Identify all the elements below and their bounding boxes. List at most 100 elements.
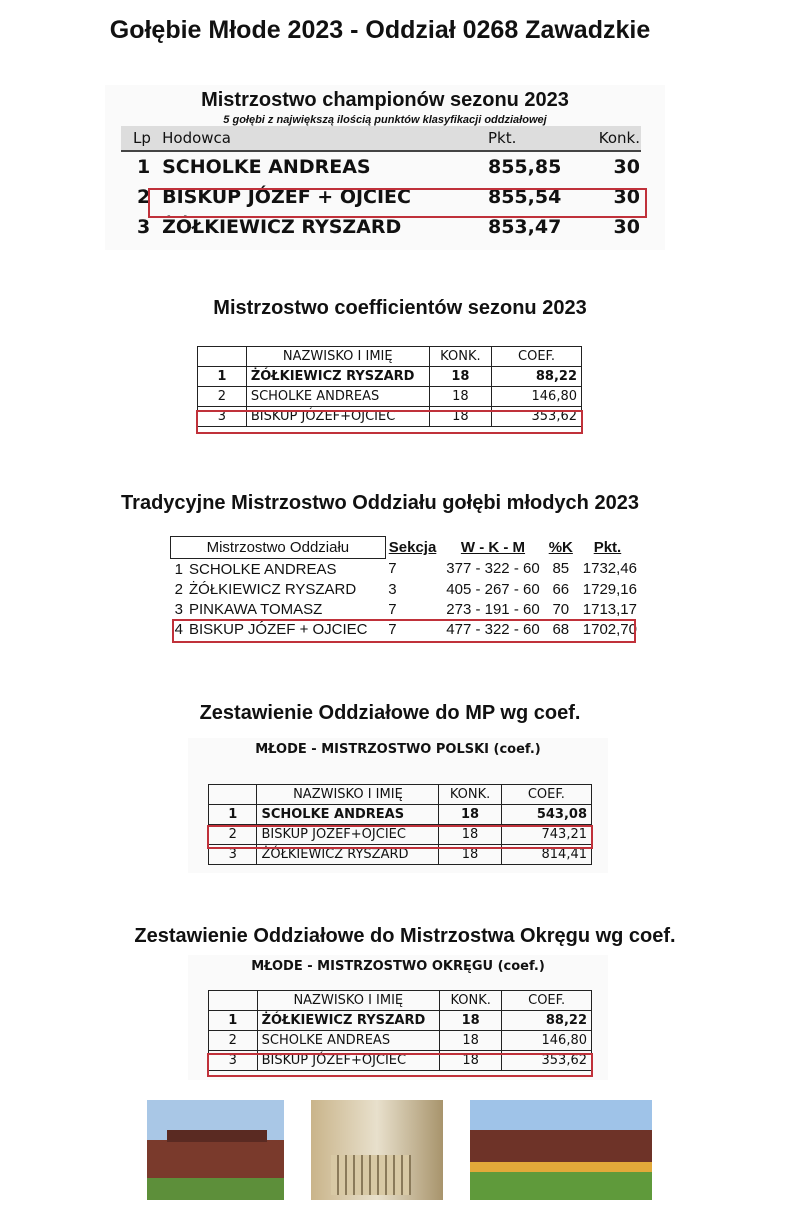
header-row: NAZWISKO I IMIĘ KONK. COEF. <box>197 346 582 367</box>
table-cell: 18 <box>428 366 493 387</box>
table-cell: SCHOLKE ANDREAS <box>245 386 430 407</box>
table-cell: 7 <box>388 560 397 578</box>
table-row: 1 ŻÓŁKIEWICZ RYSZARD 18 88,22 <box>197 366 582 387</box>
table-cell: 18 <box>438 804 502 825</box>
table-cell: 477 - 322 - 60 <box>446 620 540 638</box>
column-header: NAZWISKO I IMIĘ <box>256 990 441 1011</box>
table-cell: ŻÓŁKIEWICZ RYSZARD <box>162 216 402 238</box>
column-header <box>197 346 247 367</box>
champions-table: Lp Hodowca Pkt. Konk. 1 SCHOLKE ANDREAS 855,85… <box>121 126 641 242</box>
header-row: Mistrzostwo Oddziału Sekcja W - K - M %K Pkt… <box>170 536 641 559</box>
section-title: Mistrzostwo championów sezonu 2023 <box>201 89 569 111</box>
table-row: 3 ŻÓŁKIEWICZ RYSZARD 18 814,41 <box>207 844 593 865</box>
section-title: Zestawienie Oddziałowe do MP wg coef. <box>199 702 581 724</box>
section-title: Tradycyjne Mistrzostwo Oddziału gołębi m… <box>121 492 639 514</box>
table-cell: 273 - 191 - 60 <box>446 600 540 618</box>
table-cell: 7 <box>388 600 397 618</box>
table-row: 1 SCHOLKE ANDREAS 855,85 30 <box>121 151 641 182</box>
mp-table: NAZWISKO I IMIĘ KONK. COEF. 1 SCHOLKE ANDREA… <box>207 784 593 865</box>
column-header <box>208 990 258 1011</box>
table-cell: 18 <box>438 844 502 865</box>
table-cell: 2 <box>137 186 151 208</box>
table-cell: ŻÓŁKIEWICZ RYSZARD <box>256 1010 441 1031</box>
table-cell: 30 <box>613 216 640 238</box>
table-cell: 855,85 <box>487 156 562 178</box>
table-cell: 353,62 <box>501 1050 592 1071</box>
column-header: KONK. <box>438 990 503 1011</box>
section-title: Zestawienie Oddziałowe do Mistrzostwa Ok… <box>134 925 676 947</box>
table-row: 4 BISKUP JÓZEF + OJCIEC 7 477 - 322 - 60 68 1… <box>171 619 641 639</box>
table-cell: 853,47 <box>487 216 562 238</box>
column-header: %K <box>548 539 573 556</box>
header-row: Lp Hodowca Pkt. Konk. <box>121 126 641 152</box>
column-header: Pkt. <box>593 539 622 556</box>
table-cell: 405 - 267 - 60 <box>446 580 540 598</box>
table-cell: 855,54 <box>487 186 562 208</box>
table-cell: 18 <box>438 1050 503 1071</box>
table-cell: SCHOLKE ANDREAS <box>162 156 371 178</box>
table-cell: 814,41 <box>500 844 593 865</box>
table-cell: SCHOLKE ANDREAS <box>188 560 337 578</box>
table-cell: 146,80 <box>491 386 582 407</box>
champions-section: Mistrzostwo championów sezonu 2023 5 goł… <box>105 85 665 250</box>
table-cell: ŻÓŁKIEWICZ RYSZARD <box>245 366 430 387</box>
column-header: COEF. <box>491 346 582 367</box>
table-cell: BISKUP JÓZEF+OJCIEC <box>256 1050 441 1071</box>
table-cell: 7 <box>388 620 397 638</box>
table-cell: 1 <box>207 804 258 825</box>
table-row: 1 ŻÓŁKIEWICZ RYSZARD 18 88,22 <box>208 1010 592 1031</box>
okreg-table: NAZWISKO I IMIĘ KONK. COEF. 1 ŻÓŁKIEWICZ RYS… <box>208 990 592 1071</box>
table-cell: 3 <box>174 600 183 618</box>
table-cell: 1 <box>137 156 151 178</box>
table-row: 3 BISKUP JÓZEF+OJCIEC 18 353,62 <box>208 1050 592 1071</box>
column-header: COEF. <box>501 990 592 1011</box>
table-cell: 2 <box>208 1030 258 1051</box>
column-header <box>207 784 258 805</box>
table-cell: 4 <box>174 620 183 638</box>
table-row: 3 PINKAWA TOMASZ 7 273 - 191 - 60 70 1713,17 <box>171 599 641 619</box>
column-header: Mistrzostwo Oddziału <box>170 536 386 559</box>
section-title: Mistrzostwo coefficientów sezonu 2023 <box>213 297 587 319</box>
table-cell: 68 <box>552 620 570 638</box>
table-cell: 70 <box>552 600 570 618</box>
table-cell: 1 <box>174 560 183 578</box>
table-row: 3 ŻÓŁKIEWICZ RYSZARD 853,47 30 <box>121 212 641 242</box>
table-cell: BISKUP JÓZEF + OJCIEC <box>188 620 368 638</box>
section-subtitle: MŁODE - MISTRZOSTWO POLSKI (coef.) <box>255 742 541 757</box>
table-cell: 1 <box>197 366 247 387</box>
table-cell: 3 <box>207 844 258 865</box>
table-cell: SCHOLKE ANDREAS <box>256 804 440 825</box>
table-cell: 543,08 <box>500 804 593 825</box>
table-row: 2 SCHOLKE ANDREAS 18 146,80 <box>197 386 582 407</box>
table-cell: 18 <box>438 1030 503 1051</box>
roof-shape <box>167 1130 267 1142</box>
column-header: KONK. <box>428 346 493 367</box>
column-header: COEF. <box>500 784 593 805</box>
table-cell: 3 <box>388 580 397 598</box>
table-cell: 146,80 <box>501 1030 592 1051</box>
column-header: Sekcja <box>388 539 437 556</box>
table-cell: 3 <box>137 216 151 238</box>
column-header: Konk. <box>584 126 641 152</box>
table-cell: 377 - 322 - 60 <box>446 560 540 578</box>
table-cell: SCHOLKE ANDREAS <box>256 1030 441 1051</box>
table-cell: 1713,17 <box>582 600 637 618</box>
table-cell: 1729,16 <box>582 580 637 598</box>
column-header: Pkt. <box>486 126 585 152</box>
table-cell: 30 <box>613 186 640 208</box>
table-cell: PINKAWA TOMASZ <box>188 600 323 618</box>
table-row: 1 SCHOLKE ANDREAS 7 377 - 322 - 60 85 1732,46 <box>171 559 641 580</box>
table-row: 1 SCHOLKE ANDREAS 18 543,08 <box>207 804 593 825</box>
highlight-box <box>207 825 593 849</box>
header-row: NAZWISKO I IMIĘ KONK. COEF. <box>208 990 592 1011</box>
column-header: KONK. <box>438 784 502 805</box>
table-cell: 30 <box>613 156 640 178</box>
table-row: 2 ŻÓŁKIEWICZ RYSZARD 3 405 - 267 - 60 66 1729… <box>171 579 641 599</box>
loft-interior-photo <box>311 1100 443 1200</box>
table-cell: 88,22 <box>501 1010 592 1031</box>
page-title: Gołębie Młode 2023 - Oddział 0268 Zawadz… <box>109 16 651 44</box>
table-cell: 66 <box>552 580 570 598</box>
traditional-table: Mistrzostwo Oddziału Sekcja W - K - M %K Pkt… <box>170 536 640 639</box>
highlight-box <box>196 410 583 434</box>
table-cell: BISKUP JÓZEF + OJCIEC <box>162 186 411 208</box>
